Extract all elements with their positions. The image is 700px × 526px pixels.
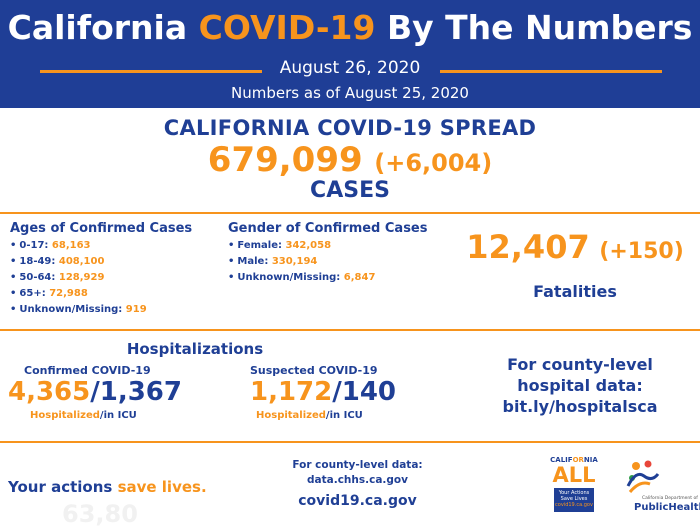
numbers-as-of: Numbers as of August 25, 2020 — [231, 84, 469, 102]
list-item: • Unknown/Missing: 919 — [10, 304, 147, 315]
covid-site-link[interactable]: covid19.ca.gov — [298, 493, 417, 509]
gender-title: Gender of Confirmed Cases — [228, 221, 428, 236]
county-hospital-data: For county-level hospital data: bit.ly/h… — [470, 354, 690, 417]
ca-all-big-text: ALL — [552, 463, 596, 487]
header-divider-right — [440, 70, 662, 73]
list-item: • Male: 330,194 — [228, 256, 318, 267]
confirmed-hospitalized: 4,365 — [8, 377, 91, 407]
public-health-icon — [626, 460, 660, 493]
list-item: • 65+: 72,988 — [10, 288, 88, 299]
ca-all-wordmark: CALIFORNIA — [550, 456, 598, 464]
title-part2: By The Numbers — [386, 8, 693, 47]
public-health-small-text: California Department of — [642, 496, 698, 501]
public-health-label: PublicHealth — [634, 502, 700, 513]
ages-title: Ages of Confirmed Cases — [10, 221, 193, 236]
page-title: California COVID-19 By The Numbers — [0, 8, 700, 47]
county-hospital-link[interactable]: bit.ly/hospitalsca — [502, 397, 658, 416]
report-date: August 26, 2020 — [279, 58, 421, 78]
list-item: • 50-64: 128,929 — [10, 272, 105, 283]
title-part1: California — [7, 8, 188, 47]
actions-slogan: Your actions save lives. — [8, 478, 207, 496]
suspected-hospitalized: 1,172 — [250, 377, 333, 407]
gender-list: • Female: 342,058 • Male: 330,194 • Unknown… — [228, 238, 375, 286]
cases-delta: (+6,004) — [374, 149, 493, 177]
county-data: For county-level data: data.chhs.ca.gov — [270, 458, 445, 488]
fatalities-total: 12,407 — [466, 228, 590, 266]
ca-all-box: Your Actions Save Lives covid19.ca.gov — [554, 488, 594, 512]
cases-label: CASES — [310, 178, 390, 203]
suspected-label: Suspected COVID-19 — [250, 364, 378, 377]
title-accent: COVID-19 — [198, 8, 376, 47]
section-divider — [0, 212, 700, 214]
confirmed-caption: Hospitalized/in ICU — [30, 410, 137, 421]
cases-total: 679,099 — [207, 140, 363, 180]
hospitalizations-title: Hospitalizations — [126, 340, 264, 358]
confirmed-icu: 1,367 — [99, 377, 182, 407]
county-data-label: For county-level data: — [292, 459, 423, 471]
county-data-link[interactable]: data.chhs.ca.gov — [307, 474, 408, 486]
california-all-logo: CALIFORNIA ALL Your Actions Save Lives c… — [548, 456, 600, 522]
header-banner: California COVID-19 By The Numbers Augus… — [0, 0, 700, 108]
list-item: • Female: 342,058 — [228, 240, 332, 251]
suspected-icu: 140 — [341, 377, 397, 407]
section-divider — [0, 329, 700, 331]
fatalities-total-line: 12,407 (+150) — [455, 228, 695, 266]
fatalities-delta: (+150) — [599, 239, 684, 264]
cases-total-line: 679,099 (+6,004) — [0, 140, 700, 180]
ghost-number: 63,80 — [62, 500, 138, 526]
section-divider — [0, 441, 700, 443]
list-item: • 18-49: 408,100 — [10, 256, 105, 267]
ages-list: • 0-17: 68,163 • 18-49: 408,100 • 50-64: 12… — [10, 238, 147, 318]
county-hospital-line2: hospital data: — [517, 376, 643, 395]
public-health-logo: California Department of PublicHealth — [620, 456, 700, 522]
suspected-caption: Hospitalized/in ICU — [256, 410, 363, 421]
fatalities-label: Fatalities — [533, 282, 617, 301]
county-hospital-line1: For county-level — [507, 355, 653, 374]
suspected-numbers: 1,172/140 — [250, 377, 397, 407]
list-item: • Unknown/Missing: 6,847 — [228, 272, 376, 283]
confirmed-label: Confirmed COVID-19 — [24, 364, 151, 377]
header-divider-left — [40, 70, 262, 73]
spread-heading: CALIFORNIA COVID-19 SPREAD — [163, 116, 537, 140]
list-item: • 0-17: 68,163 — [10, 240, 91, 251]
confirmed-numbers: 4,365/1,367 — [8, 377, 182, 407]
